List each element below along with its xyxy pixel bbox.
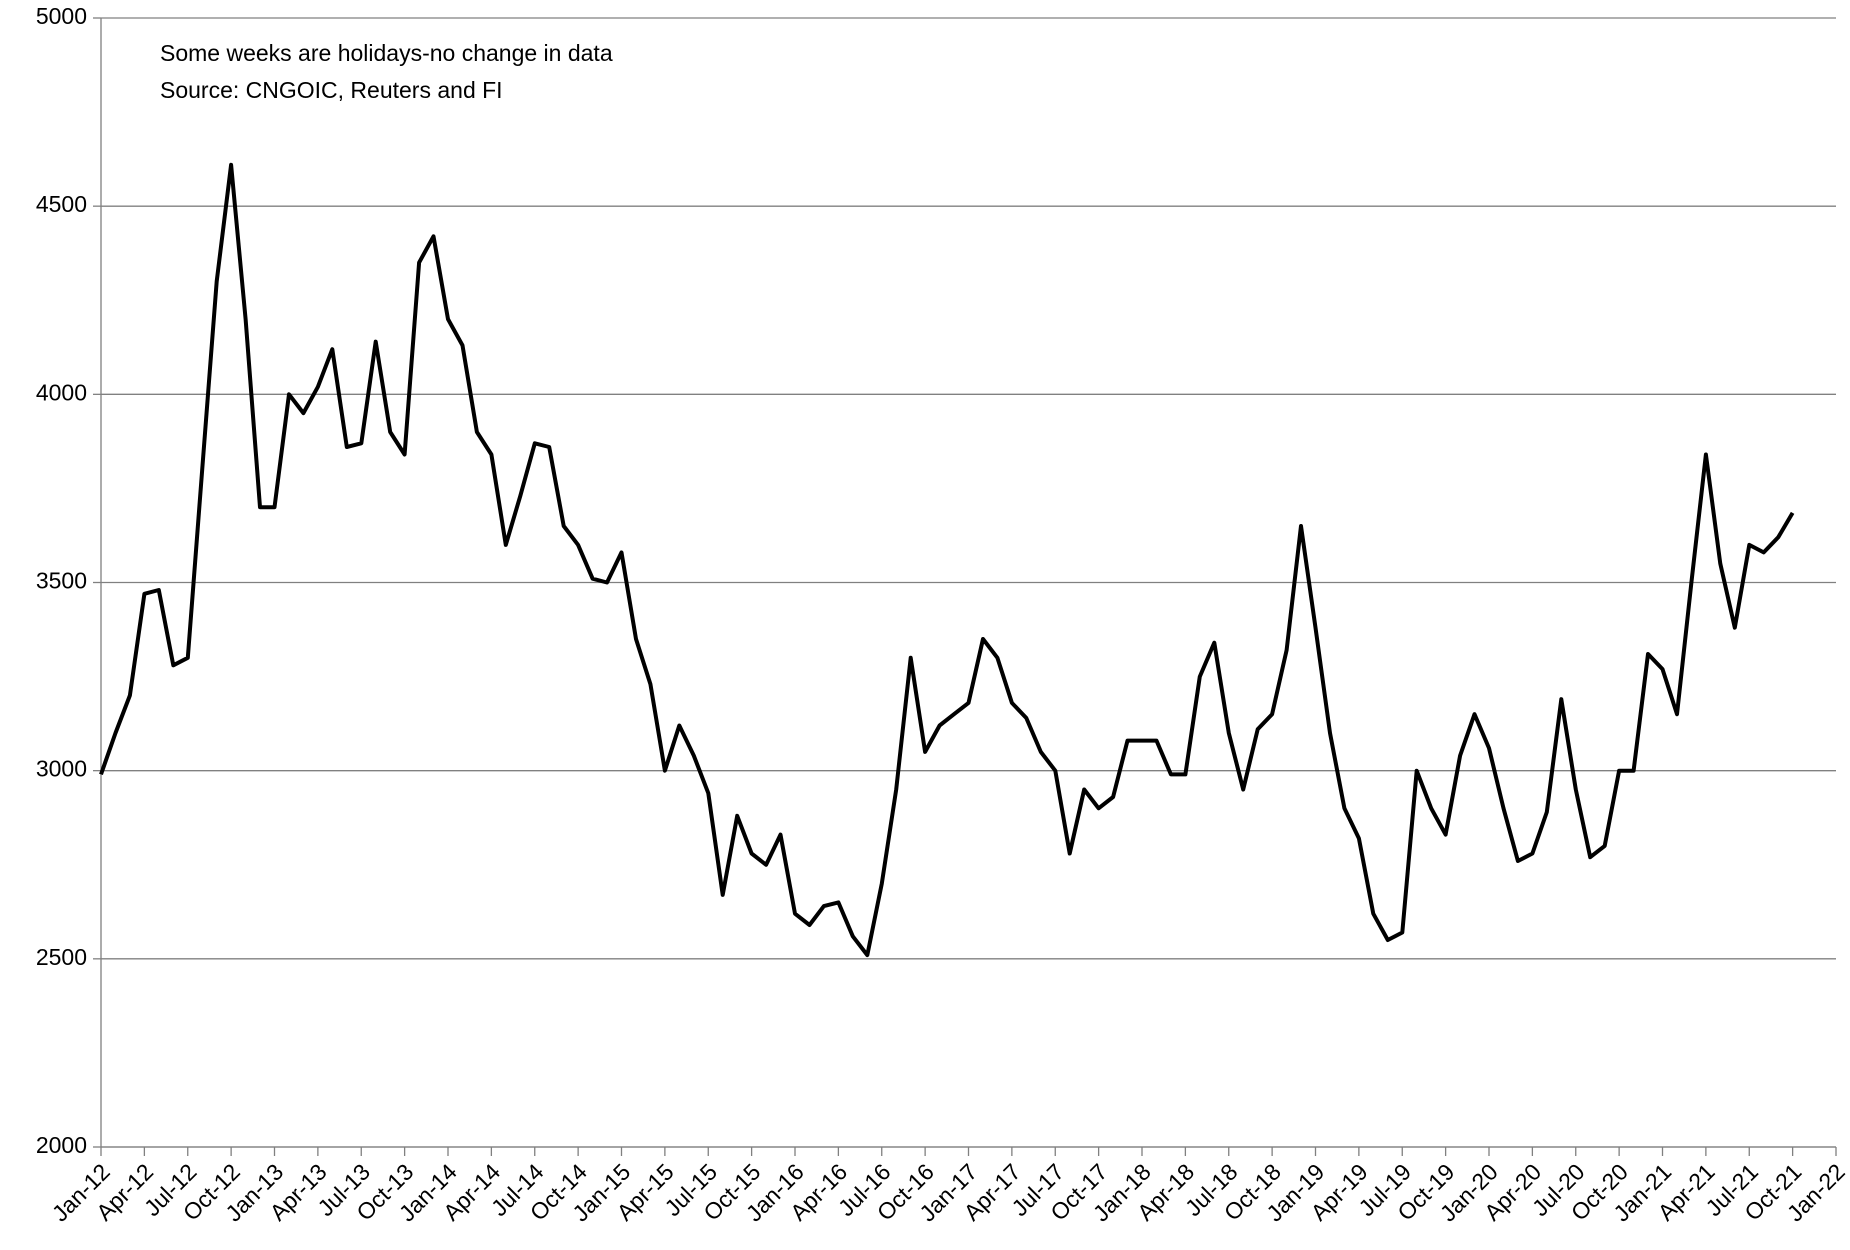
annotation: Some weeks are holidays-no change in dat…	[160, 40, 613, 66]
y-tick-label: 3500	[36, 568, 87, 594]
y-tick-label: 3000	[36, 756, 87, 782]
y-tick-label: 4000	[36, 379, 87, 405]
annotation: Source: CNGOIC, Reuters and FI	[160, 77, 503, 103]
y-tick-label: 2500	[36, 944, 87, 970]
y-tick-label: 5000	[36, 3, 87, 29]
y-tick-label: 4500	[36, 191, 87, 217]
data-line	[99, 162, 1795, 958]
y-tick-label: 2000	[36, 1132, 87, 1158]
